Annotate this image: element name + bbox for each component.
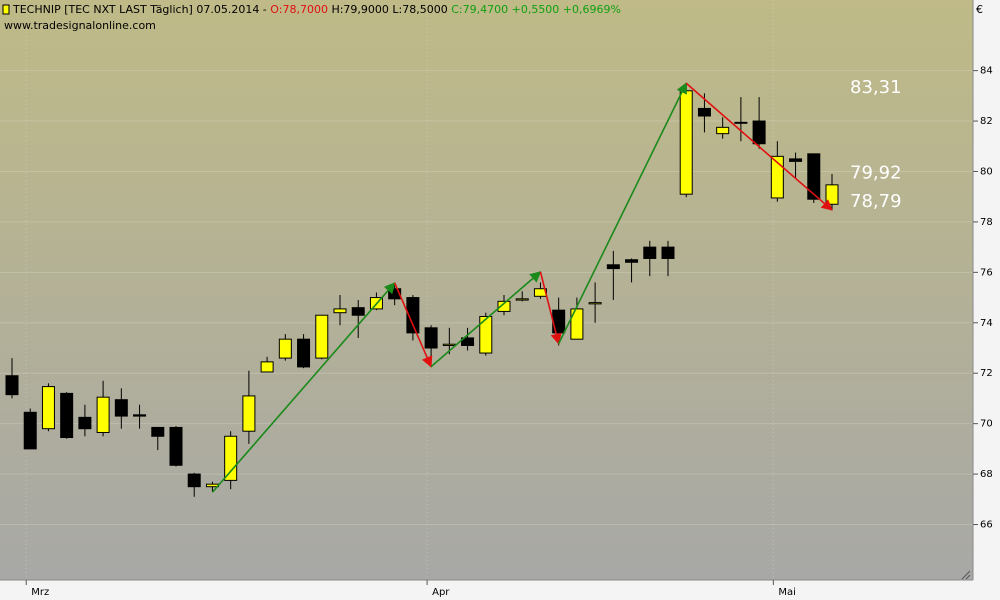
x-tick-label: Mai xyxy=(778,587,796,598)
header-high-low: H:79,9000 L:78,5000 xyxy=(328,3,448,16)
y-tick-label: 66 xyxy=(980,520,993,531)
candle-body xyxy=(224,435,238,481)
currency: € xyxy=(976,3,983,16)
candle-body xyxy=(643,246,657,259)
x-tick-label: Apr xyxy=(432,587,450,598)
header-icon xyxy=(2,4,10,15)
candle-body xyxy=(679,90,693,195)
trend-arrow xyxy=(539,271,562,345)
candle-body xyxy=(406,297,420,334)
candle-body xyxy=(497,300,511,312)
candle-body xyxy=(461,337,475,346)
source: www.tradesignalonline.com xyxy=(4,19,156,32)
candle-body xyxy=(661,246,675,259)
candle-body xyxy=(825,184,839,205)
candle-body xyxy=(515,298,529,301)
trend-arrow xyxy=(557,82,687,345)
candle-body xyxy=(114,399,128,417)
y-tick-label: 84 xyxy=(980,66,993,77)
price-label: 79,92 xyxy=(850,162,902,183)
candle-body xyxy=(41,386,55,430)
header-open: O:78,7000 xyxy=(270,3,328,16)
candle-body xyxy=(23,411,37,450)
candle-body xyxy=(807,153,821,200)
price-label: 83,31 xyxy=(850,77,902,98)
trend-arrow xyxy=(685,82,833,211)
price-label: 78,79 xyxy=(850,191,902,212)
candle-body xyxy=(770,155,784,199)
y-axis-area xyxy=(973,0,1000,600)
candle-body xyxy=(752,120,766,145)
candle-body xyxy=(297,338,311,368)
y-tick-label: 74 xyxy=(980,318,993,329)
candle-body xyxy=(588,302,602,305)
candle-body xyxy=(442,343,456,346)
candle-body xyxy=(351,307,365,316)
header-name: TECHNIP [TEC NXT LAST Täglich] 07.05.201… xyxy=(12,3,270,16)
candle-body xyxy=(96,396,110,433)
x-tick-label: Mrz xyxy=(31,587,49,598)
trend-arrow xyxy=(211,282,396,493)
candle-body xyxy=(333,308,347,314)
candle-body xyxy=(260,361,274,373)
candle-body xyxy=(734,121,748,124)
y-tick-label: 78 xyxy=(980,217,993,228)
candle-body xyxy=(78,416,92,430)
candle-body xyxy=(606,264,620,270)
y-tick-label: 80 xyxy=(980,166,993,177)
candle-body xyxy=(242,395,256,432)
candle-body xyxy=(570,308,584,340)
y-tick-label: 70 xyxy=(980,419,993,430)
trend-arrow xyxy=(430,271,542,368)
y-tick-label: 68 xyxy=(980,469,993,480)
x-axis-area xyxy=(0,580,973,600)
candle-body xyxy=(60,392,74,439)
candle-body xyxy=(278,338,292,359)
candle-body xyxy=(133,414,147,417)
trend-arrow xyxy=(393,282,433,368)
candle-body xyxy=(479,315,493,354)
candle-body xyxy=(697,107,711,117)
plot-background xyxy=(0,0,973,580)
header: TECHNIP [TEC NXT LAST Täglich] 07.05.201… xyxy=(12,3,621,16)
y-tick-label: 76 xyxy=(980,267,993,278)
candle-body xyxy=(315,314,329,359)
candle-body xyxy=(424,327,438,349)
candle-body xyxy=(169,426,183,466)
header-close: C:79,4700 +0,5500 +0,6969% xyxy=(448,3,621,16)
candle-body xyxy=(5,375,19,396)
resize-grip xyxy=(961,570,971,580)
y-tick-label: 72 xyxy=(980,368,993,379)
y-tick-label: 82 xyxy=(980,116,993,127)
candle-body xyxy=(625,259,639,263)
candle-body xyxy=(716,126,730,135)
candle-body xyxy=(187,473,201,488)
candle-body xyxy=(151,426,165,437)
candle-body xyxy=(789,158,803,162)
